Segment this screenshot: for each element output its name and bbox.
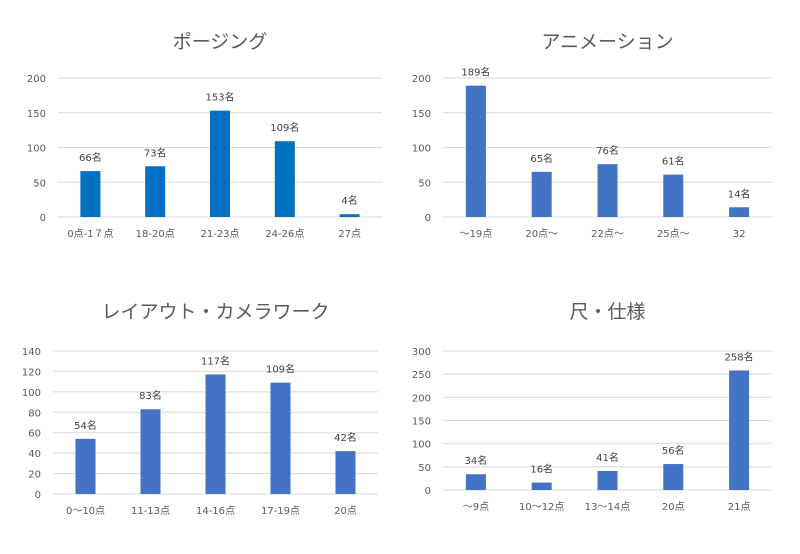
x-tick-label: 〜9点 [463, 501, 489, 513]
bar [729, 370, 750, 490]
x-tick-label: 18-20点 [136, 228, 175, 240]
chart-title: 尺・仕様 [569, 301, 645, 323]
bar [465, 474, 486, 490]
x-tick-label: 20点〜 [525, 228, 558, 240]
y-tick-label: 100 [412, 144, 431, 155]
x-tick-label: 22点〜 [591, 228, 624, 240]
bar [597, 164, 618, 217]
x-tick-label: 10〜12点 [519, 501, 564, 513]
x-tick-label: 17-19点 [261, 505, 300, 517]
data-label: 54名 [74, 419, 97, 432]
y-tick-label: 100 [27, 144, 46, 155]
x-tick-label: 20点 [334, 505, 357, 517]
data-label: 14名 [728, 187, 751, 200]
y-tick-label: 100 [22, 388, 41, 399]
data-label: 16名 [530, 463, 553, 476]
x-tick-label: 0〜10点 [66, 505, 105, 517]
y-tick-label: 60 [28, 429, 41, 440]
y-tick-label: 50 [33, 178, 46, 189]
y-tick-label: 80 [28, 408, 41, 419]
data-label: 66名 [79, 151, 102, 164]
x-tick-label: 14-16点 [196, 505, 235, 517]
data-label: 41名 [596, 451, 619, 464]
data-label: 73名 [144, 146, 167, 159]
bar [80, 171, 101, 217]
bar [274, 141, 295, 217]
bar [729, 207, 750, 217]
x-tick-label: 27点 [338, 228, 361, 240]
data-label: 153名 [205, 91, 234, 104]
y-tick-label: 300 [412, 347, 431, 358]
chart-title: レイアウト・カメラワーク [101, 301, 329, 323]
y-tick-label: 200 [412, 393, 431, 404]
bar [145, 166, 166, 217]
data-label: 109名 [266, 363, 295, 376]
y-tick-label: 0 [425, 213, 431, 224]
bar [663, 464, 684, 490]
y-tick-label: 250 [412, 370, 431, 381]
x-tick-label: 21点 [728, 501, 751, 513]
y-tick-label: 150 [412, 417, 431, 428]
data-label: 109名 [270, 121, 299, 134]
data-label: 61名 [662, 155, 685, 168]
y-tick-label: 0 [425, 486, 431, 497]
y-tick-label: 20 [28, 470, 41, 481]
chart-title: アニメーション [541, 31, 673, 53]
data-label: 76名 [596, 144, 619, 157]
bar [531, 171, 552, 217]
bar [663, 174, 684, 217]
y-tick-label: 120 [22, 367, 41, 378]
x-tick-label: 21-23点 [200, 228, 239, 240]
bar [465, 85, 486, 218]
data-label: 4名 [341, 194, 357, 207]
x-tick-label: 〜19点 [460, 228, 493, 240]
y-tick-label: 50 [418, 463, 431, 474]
y-tick-label: 100 [412, 440, 431, 451]
data-label: 189名 [461, 66, 490, 79]
y-tick-label: 200 [27, 74, 46, 85]
y-tick-label: 150 [412, 109, 431, 120]
x-tick-label: 11-13点 [131, 505, 170, 517]
x-tick-label: 0点-1７点 [67, 228, 113, 240]
bar [205, 374, 226, 494]
bar [210, 110, 230, 217]
data-label: 117名 [201, 354, 230, 367]
data-label: 258名 [725, 350, 754, 363]
x-tick-label: 20点 [662, 501, 685, 513]
data-label: 34名 [465, 454, 488, 467]
bar [531, 482, 552, 490]
data-label: 42名 [334, 431, 357, 444]
bar [140, 409, 161, 494]
data-label: 83名 [139, 389, 162, 402]
y-tick-label: 200 [412, 74, 431, 85]
data-label: 56名 [662, 444, 685, 457]
bar [335, 451, 356, 494]
bar [270, 382, 291, 494]
chart-title: ポージング [173, 31, 268, 53]
y-tick-label: 0 [40, 213, 46, 224]
x-tick-label: 32 [733, 229, 746, 240]
bar [597, 471, 618, 490]
bar [75, 438, 96, 494]
y-tick-label: 150 [27, 109, 46, 120]
y-tick-label: 50 [418, 178, 431, 189]
x-tick-label: 13〜14点 [585, 501, 630, 513]
bar [339, 214, 360, 217]
x-tick-label: 24-26点 [265, 228, 304, 240]
data-label: 65名 [530, 152, 553, 165]
y-tick-label: 140 [22, 347, 41, 358]
y-tick-label: 0 [35, 490, 41, 501]
x-tick-label: 25点〜 [657, 228, 690, 240]
y-tick-label: 40 [28, 449, 41, 460]
